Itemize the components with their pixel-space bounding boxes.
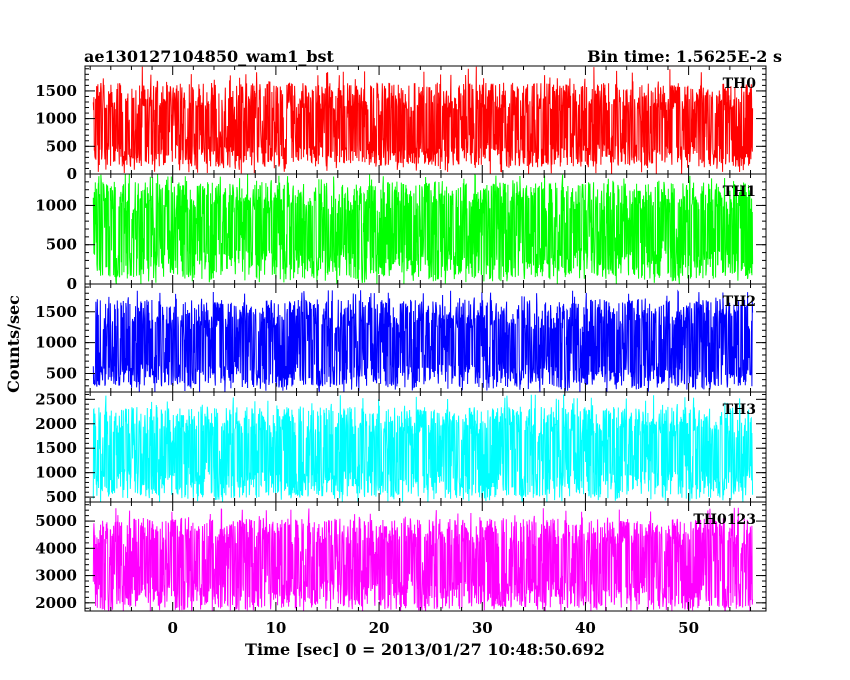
x-tick-label: 50 (678, 619, 699, 637)
x-tick-label: 20 (369, 619, 390, 637)
panel-label-th3: TH3 (723, 402, 756, 418)
x-tick-label: 10 (265, 619, 286, 637)
x-tick-label: 0 (167, 619, 177, 637)
labels-layer: ae130127104850_wam1_bst Bin time: 1.5625… (4, 47, 782, 659)
x-tick-label: 40 (575, 619, 596, 637)
panel-label-th0: TH0 (723, 76, 757, 92)
y-tick-label: 500 (46, 137, 77, 155)
series-trace-th0123 (92, 507, 754, 611)
series-trace-th2 (92, 289, 754, 392)
y-tick-label: 1000 (35, 196, 77, 214)
series-trace-th3 (92, 394, 754, 502)
y-tick-label: 0 (67, 165, 77, 183)
y-tick-label: 4000 (35, 539, 77, 557)
y-tick-label: 500 (46, 488, 77, 506)
y-tick-label: 2000 (35, 415, 77, 433)
y-tick-label: 3000 (35, 567, 77, 585)
y-tick-label: 2500 (35, 390, 77, 408)
y-tick-label: 500 (46, 236, 77, 254)
y-tick-label: 500 (46, 364, 77, 382)
y-tick-label: 1500 (35, 303, 77, 321)
panel-frame (84, 501, 767, 612)
bin-time-label: Bin time: 1.5625E-2 s (587, 47, 782, 66)
y-tick-label: 1500 (35, 439, 77, 457)
y-tick-label: 1500 (35, 82, 77, 100)
y-tick-label: 1000 (35, 110, 77, 128)
y-tick-label: 5000 (35, 512, 77, 530)
y-tick-label: 0 (67, 275, 77, 293)
traces-layer (92, 66, 754, 611)
panel-label-th1: TH1 (723, 184, 756, 200)
x-axis-label: Time [sec] 0 = 2013/01/27 10:48:50.692 (245, 640, 605, 659)
y-tick-label: 1000 (35, 464, 77, 482)
series-trace-th0 (92, 66, 754, 174)
frames-layer (84, 65, 767, 612)
panel-label-th0123: TH0123 (693, 512, 756, 528)
panel-label-th2: TH2 (723, 294, 756, 310)
y-axis-label: Counts/sec (4, 295, 23, 393)
y-tick-label: 1000 (35, 334, 77, 352)
y-tick-label: 2000 (35, 594, 77, 612)
x-tick-label: 30 (472, 619, 493, 637)
plot-title: ae130127104850_wam1_bst (84, 47, 335, 66)
series-trace-th1 (92, 174, 754, 284)
